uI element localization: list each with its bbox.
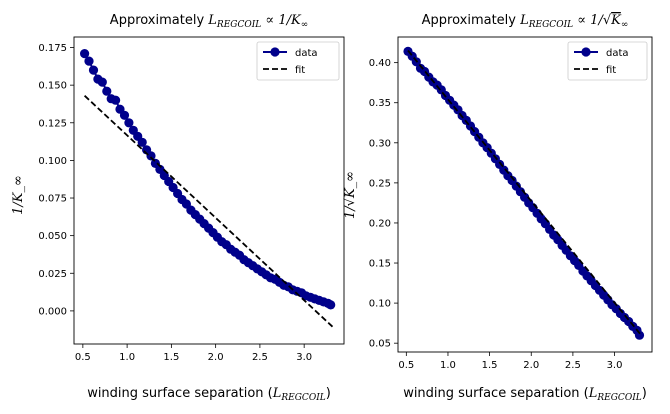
right-legend-data-marker	[581, 47, 591, 57]
left-y-tick-label: 0.150	[38, 81, 67, 92]
right-y-tick-label: 0.10	[369, 299, 391, 310]
right-x-tick-label: 1.0	[440, 360, 456, 371]
left-data-point	[137, 137, 147, 147]
left-y-axis-label: 1/K_∞	[11, 175, 26, 215]
right-plot-frame	[397, 36, 653, 353]
left-data-point	[111, 95, 121, 105]
left-data-point	[84, 56, 94, 66]
left-legend-data-label: data	[295, 48, 318, 59]
left-data-point	[97, 77, 107, 87]
left-y-tick-label: 0.000	[38, 306, 67, 317]
left-data-point	[80, 49, 90, 59]
right-data-point	[634, 330, 645, 340]
left-y-ticks: 0.000 0.025 0.050 0.075 0.100 0.125 0.150 0.175	[38, 43, 74, 317]
right-y-tick-label: 0.20	[369, 218, 391, 229]
right-y-tick-label: 0.25	[369, 178, 391, 189]
right-y-tick-label: 0.30	[369, 138, 391, 149]
left-y-tick-label: 0.100	[38, 156, 67, 167]
right-series-layer	[403, 46, 645, 340]
left-x-tick-label: 3.0	[296, 352, 312, 363]
left-data-point	[326, 300, 336, 310]
left-y-tick-label: 0.175	[38, 43, 67, 54]
left-data-point	[88, 65, 99, 75]
left-data-point	[119, 110, 130, 120]
right-x-ticks: 0.5 1.0 1.5 2.0 2.5 3.0	[398, 352, 622, 371]
left-legend-data-marker	[270, 47, 280, 57]
left-plot-frame	[73, 36, 345, 345]
right-x-axis-label: winding surface separation (LREGCOIL)	[403, 386, 647, 403]
left-series-layer	[80, 49, 336, 328]
right-x-tick-label: 2.5	[565, 360, 581, 371]
right-chart-panel: Approximately LREGCOIL ∝ 1/√K∞ 0.5 1.0 1.5…	[343, 13, 653, 403]
right-chart-title: Approximately LREGCOIL ∝ 1/√K∞	[422, 13, 629, 30]
left-legend-fit-label: fit	[295, 65, 305, 76]
left-y-tick-label: 0.050	[38, 231, 67, 242]
left-y-tick-label: 0.025	[38, 269, 67, 280]
left-x-axis-label: winding surface separation (LREGCOIL)	[87, 386, 331, 403]
right-y-tick-label: 0.05	[369, 339, 391, 350]
right-y-tick-label: 0.40	[369, 58, 391, 69]
left-chart-panel: Approximately LREGCOIL ∝ 1/K∞ 0.5 1.0 1.5 2…	[11, 13, 345, 403]
left-x-tick-label: 0.5	[75, 352, 91, 363]
left-x-tick-label: 1.0	[119, 352, 135, 363]
left-x-ticks: 0.5 1.0 1.5 2.0 2.5 3.0	[75, 344, 312, 363]
right-legend-fit-label: fit	[606, 65, 616, 76]
right-legend-data-label: data	[606, 48, 629, 59]
right-x-tick-label: 1.5	[482, 360, 498, 371]
left-data-series-line	[83, 53, 332, 306]
left-data-point	[102, 86, 112, 96]
right-fit-line	[407, 50, 642, 336]
left-y-tick-label: 0.125	[38, 118, 67, 129]
left-y-tick-label: 0.075	[38, 194, 67, 205]
right-y-tick-label: 0.15	[369, 259, 391, 270]
left-x-tick-label: 2.5	[252, 352, 268, 363]
right-y-ticks: 0.05 0.10 0.15 0.20 0.25 0.30 0.35 0.40	[369, 58, 398, 350]
right-legend: data fit	[567, 41, 648, 81]
left-x-tick-label: 1.5	[163, 352, 179, 363]
right-x-tick-label: 3.0	[607, 360, 623, 371]
left-x-tick-label: 2.0	[208, 352, 224, 363]
left-fit-line	[83, 95, 334, 328]
left-legend: data fit	[256, 41, 340, 81]
left-chart-title: Approximately LREGCOIL ∝ 1/K∞	[110, 13, 308, 30]
left-data-point	[124, 118, 134, 128]
right-title-sqrt-sign: √	[603, 13, 612, 28]
right-x-tick-label: 2.0	[523, 360, 539, 371]
right-x-tick-label: 0.5	[398, 360, 414, 371]
right-y-axis-label: 1/√K_∞	[343, 171, 358, 219]
right-y-tick-label: 0.35	[369, 98, 391, 109]
left-data-point	[146, 151, 156, 161]
